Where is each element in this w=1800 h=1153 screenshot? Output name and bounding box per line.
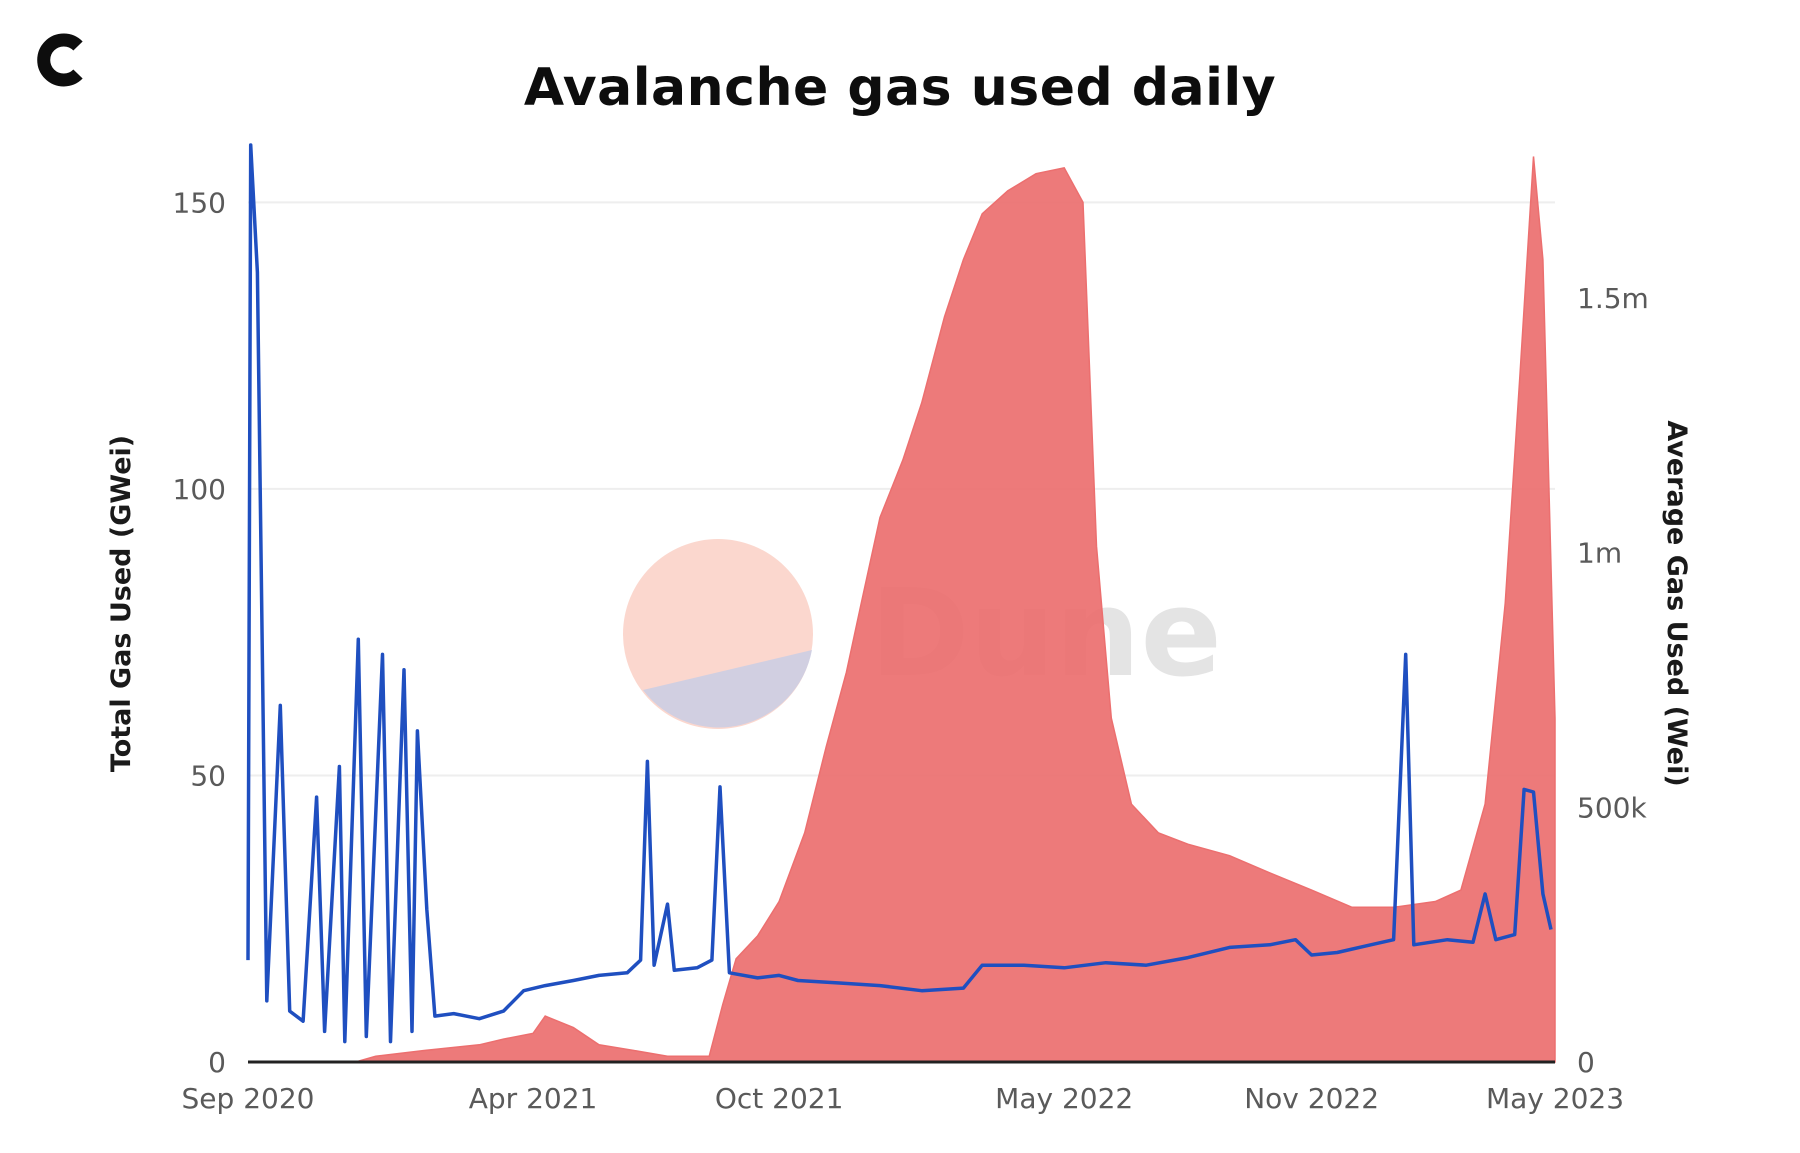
line-series-average-gas (246, 143, 1553, 1044)
y-right-tick-label: 0 (1577, 1046, 1595, 1079)
y-right-tick-label: 500k (1577, 791, 1647, 824)
x-tick-label: Sep 2020 (182, 1082, 315, 1115)
area-series-total-gas (248, 156, 1556, 1063)
y-left-tick-label: 100 (173, 473, 226, 506)
x-tick-label: Oct 2021 (715, 1082, 844, 1115)
y-left-tick-label: 150 (173, 186, 226, 219)
dune-logo-lower-icon (643, 650, 812, 728)
x-tick-label: Apr 2021 (469, 1082, 598, 1115)
y-right-tick-label: 1m (1577, 537, 1622, 570)
c-monogram-icon (37, 33, 83, 87)
axes: 0 50 100 150 0 500k 1m 1.5m Sep 2020 Apr 2021 Oct … (173, 186, 1649, 1115)
y-axis-right-title: Average Gas Used (Wei) (1661, 420, 1692, 786)
area-series-layer (248, 156, 1556, 1063)
y-right-tick-label: 1.5m (1577, 282, 1649, 315)
y-left-tick-label: 0 (208, 1046, 226, 1079)
y-axis-left-title: Total Gas Used (GWei) (106, 435, 137, 772)
line-series-layer (246, 143, 1553, 1044)
y-left-tick-label: 50 (190, 759, 226, 792)
x-tick-label: May 2023 (1486, 1082, 1624, 1115)
x-tick-label: May 2022 (995, 1082, 1133, 1115)
x-tick-label: Nov 2022 (1244, 1082, 1379, 1115)
chart-title: Avalanche gas used daily (523, 58, 1277, 118)
